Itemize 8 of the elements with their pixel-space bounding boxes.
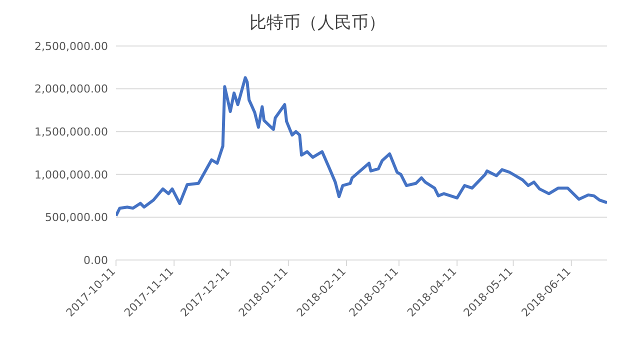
y-tick-label: 2,000,000.00	[34, 82, 108, 96]
y-tick-label: 2,500,000.00	[34, 40, 108, 53]
y-tick-label: 1,000,000.00	[34, 168, 108, 182]
y-tick-label: 1,500,000.00	[34, 126, 108, 139]
chart-title: 比特币（人民币）	[248, 12, 386, 35]
y-tick-label: 500,000.00	[45, 211, 108, 224]
line-series	[116, 76, 607, 218]
y-tick-label: 0.00	[84, 254, 108, 267]
